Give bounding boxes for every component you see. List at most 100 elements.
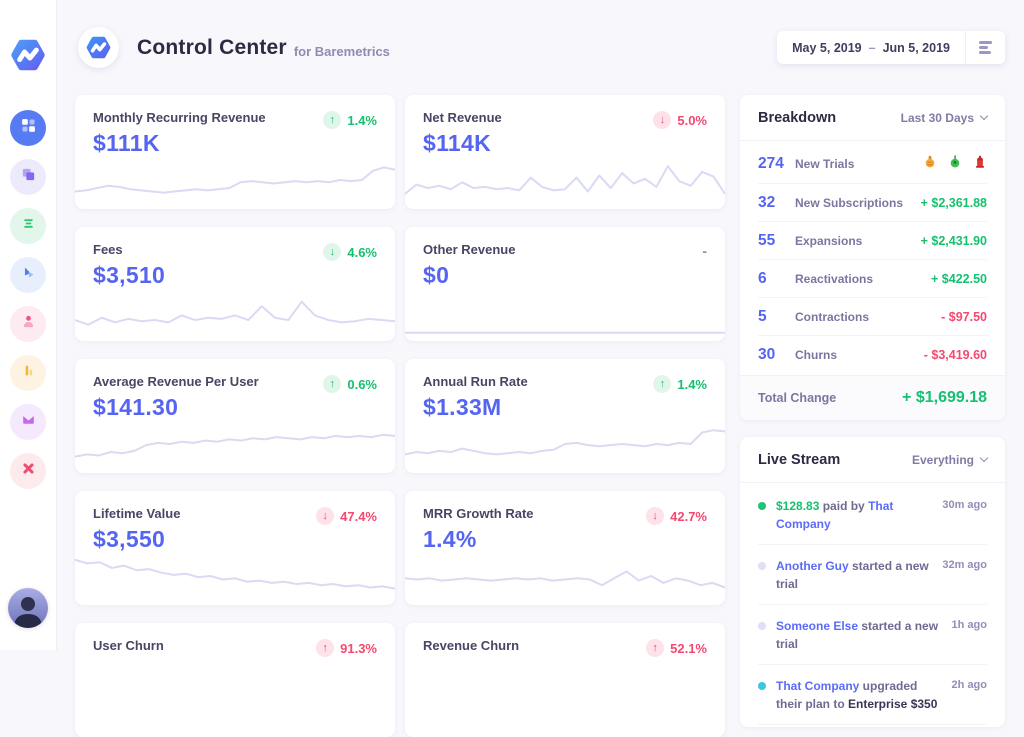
stream-timestamp: 2h ago bbox=[951, 678, 987, 691]
live-stream-item: $128.83 paid by That Company 30m ago bbox=[758, 485, 987, 545]
stream-timestamp: 1h ago bbox=[951, 618, 987, 631]
sparkline-chart bbox=[405, 289, 725, 335]
metric-value: $3,510 bbox=[93, 262, 166, 288]
metric-card[interactable]: Other Revenue $0 - bbox=[405, 227, 725, 341]
metric-title: Annual Run Rate bbox=[423, 374, 528, 389]
metric-card[interactable]: Lifetime Value $3,550 ↓ 47.4% bbox=[75, 491, 395, 605]
live-stream-item: That Company upgraded their plan to Ente… bbox=[758, 665, 987, 725]
sparkline-chart bbox=[405, 157, 725, 203]
sidebar-item-chart[interactable] bbox=[10, 355, 46, 391]
trend-arrow-icon: ↓ bbox=[659, 114, 666, 126]
metric-change-value: 1.4% bbox=[677, 376, 707, 392]
user-avatar[interactable] bbox=[8, 588, 48, 628]
dashboard-icon bbox=[20, 117, 37, 139]
mail-icon bbox=[20, 411, 37, 433]
breakdown-row[interactable]: 6 Reactivations + $422.50 bbox=[758, 260, 987, 298]
metric-card[interactable]: Monthly Recurring Revenue $111K ↑ 1.4% bbox=[75, 95, 395, 209]
stream-timestamp: 32m ago bbox=[942, 558, 987, 571]
breakdown-row[interactable]: 55 Expansions + $2,431.90 bbox=[758, 222, 987, 260]
stream-text: $128.83 paid by That Company bbox=[776, 497, 942, 533]
breakdown-count: 6 bbox=[758, 269, 767, 287]
sidebar bbox=[0, 0, 57, 650]
baremetrics-logo-icon[interactable] bbox=[9, 36, 47, 74]
stream-link[interactable]: That Company bbox=[776, 678, 860, 693]
trial-avatar-green-icon bbox=[948, 154, 962, 174]
sparkline-chart bbox=[405, 421, 725, 467]
metric-card[interactable]: Revenue Churn ↑ 52.1% bbox=[405, 623, 725, 737]
metric-card[interactable]: Net Revenue $114K ↓ 5.0% bbox=[405, 95, 725, 209]
stream-dot-icon bbox=[758, 621, 766, 630]
metric-card[interactable]: MRR Growth Rate 1.4% ↓ 42.7% bbox=[405, 491, 725, 605]
sparkline-chart bbox=[75, 553, 395, 599]
breakdown-row[interactable]: 5 Contractions - $97.50 bbox=[758, 298, 987, 336]
metric-change-value: 52.1% bbox=[670, 640, 707, 656]
date-separator: – bbox=[868, 40, 876, 55]
breakdown-row[interactable]: 32 New Subscriptions + $2,361.88 bbox=[758, 184, 987, 222]
trend-arrow-icon: ↑ bbox=[329, 378, 336, 390]
metric-card[interactable]: Fees $3,510 ↓ 4.6% bbox=[75, 227, 395, 341]
stream-link[interactable]: Someone Else bbox=[776, 618, 859, 633]
sparkline-chart bbox=[405, 553, 725, 599]
sparkline-chart bbox=[75, 157, 395, 203]
stream-dot-icon bbox=[758, 681, 766, 690]
breakdown-count: 274 bbox=[758, 154, 784, 172]
page-title: Control Center bbox=[137, 35, 287, 59]
trend-arrow-icon: ↓ bbox=[329, 246, 336, 258]
date-range-picker: May 5, 2019 – Jun 5, 2019 bbox=[777, 31, 1005, 64]
date-menu-icon[interactable] bbox=[965, 31, 1005, 64]
sidebar-nav bbox=[10, 110, 46, 489]
breakdown-count: 55 bbox=[758, 231, 776, 249]
breakdown-filter-dropdown[interactable]: Last 30 Days bbox=[901, 111, 989, 125]
metric-change-value: 1.4% bbox=[347, 112, 377, 128]
sidebar-item-people[interactable] bbox=[10, 306, 46, 342]
breakdown-amount: + $2,361.88 bbox=[920, 195, 987, 210]
metric-card[interactable]: Annual Run Rate $1.33M ↑ 1.4% bbox=[405, 359, 725, 473]
breakdown-total-row: Total Change + $1,699.18 bbox=[740, 375, 1005, 420]
trend-arrow-icon: ↓ bbox=[652, 510, 658, 522]
breakdown-amount: - $97.50 bbox=[941, 309, 987, 324]
stream-timestamp: 30m ago bbox=[942, 498, 987, 511]
metric-value: $114K bbox=[423, 130, 492, 156]
stream-link[interactable]: Another Guy bbox=[776, 558, 849, 573]
sidebar-item-mail[interactable] bbox=[10, 404, 46, 440]
metric-change-value: 42.7% bbox=[670, 508, 707, 524]
metric-value: $111K bbox=[93, 130, 160, 156]
total-change-label: Total Change bbox=[758, 391, 837, 405]
sidebar-item-dashboard[interactable] bbox=[10, 110, 46, 146]
metric-card[interactable]: Average Revenue Per User $141.30 ↑ 0.6% bbox=[75, 359, 395, 473]
people-icon bbox=[20, 313, 37, 335]
metric-change-badge: ↑ 91.3% bbox=[316, 639, 377, 657]
stream-text-segment: paid by bbox=[819, 498, 869, 513]
breakdown-title: Breakdown bbox=[758, 110, 837, 126]
metric-value: 1.4% bbox=[423, 526, 477, 552]
stream-link[interactable]: That Company bbox=[776, 498, 894, 531]
breakdown-row[interactable]: 30 Churns - $3,419.60 bbox=[758, 336, 987, 373]
metric-card[interactable]: User Churn ↑ 91.3% bbox=[75, 623, 395, 737]
trial-avatar-orange-icon bbox=[923, 154, 937, 174]
stream-dot-icon bbox=[758, 501, 766, 510]
metrics-grid: Monthly Recurring Revenue $111K ↑ 1.4% N… bbox=[75, 95, 725, 737]
metric-change-badge: ↑ 0.6% bbox=[323, 375, 377, 393]
date-range-value[interactable]: May 5, 2019 – Jun 5, 2019 bbox=[777, 31, 965, 64]
breakdown-rows: 274 New Trials 32 New Subscriptions + $2… bbox=[740, 141, 1005, 375]
sidebar-item-cursor[interactable] bbox=[10, 257, 46, 293]
breakdown-label: New Trials bbox=[795, 156, 855, 171]
stream-text: Someone Else started a new trial bbox=[776, 617, 952, 653]
live-stream-filter-dropdown[interactable]: Everything bbox=[912, 453, 989, 467]
metric-change-value: 0.6% bbox=[347, 376, 377, 392]
header-logo-icon bbox=[78, 27, 119, 68]
breakdown-row[interactable]: 274 New Trials bbox=[758, 144, 987, 184]
breakdown-label: New Subscriptions bbox=[795, 195, 904, 210]
sidebar-item-close[interactable] bbox=[10, 453, 46, 489]
chart-icon bbox=[20, 362, 37, 384]
live-stream-item: Another Guy started a new trial 32m ago bbox=[758, 545, 987, 605]
metric-change-badge: ↓ 4.6% bbox=[323, 243, 377, 261]
sidebar-item-layers[interactable] bbox=[10, 159, 46, 195]
sidebar-item-list[interactable] bbox=[10, 208, 46, 244]
date-end: Jun 5, 2019 bbox=[882, 40, 950, 55]
metric-title: Revenue Churn bbox=[423, 638, 520, 653]
chevron-down-icon bbox=[979, 453, 989, 463]
metric-title: Fees bbox=[93, 242, 123, 257]
metric-change-badge: ↓ 47.4% bbox=[316, 507, 377, 525]
list-icon bbox=[20, 215, 37, 237]
